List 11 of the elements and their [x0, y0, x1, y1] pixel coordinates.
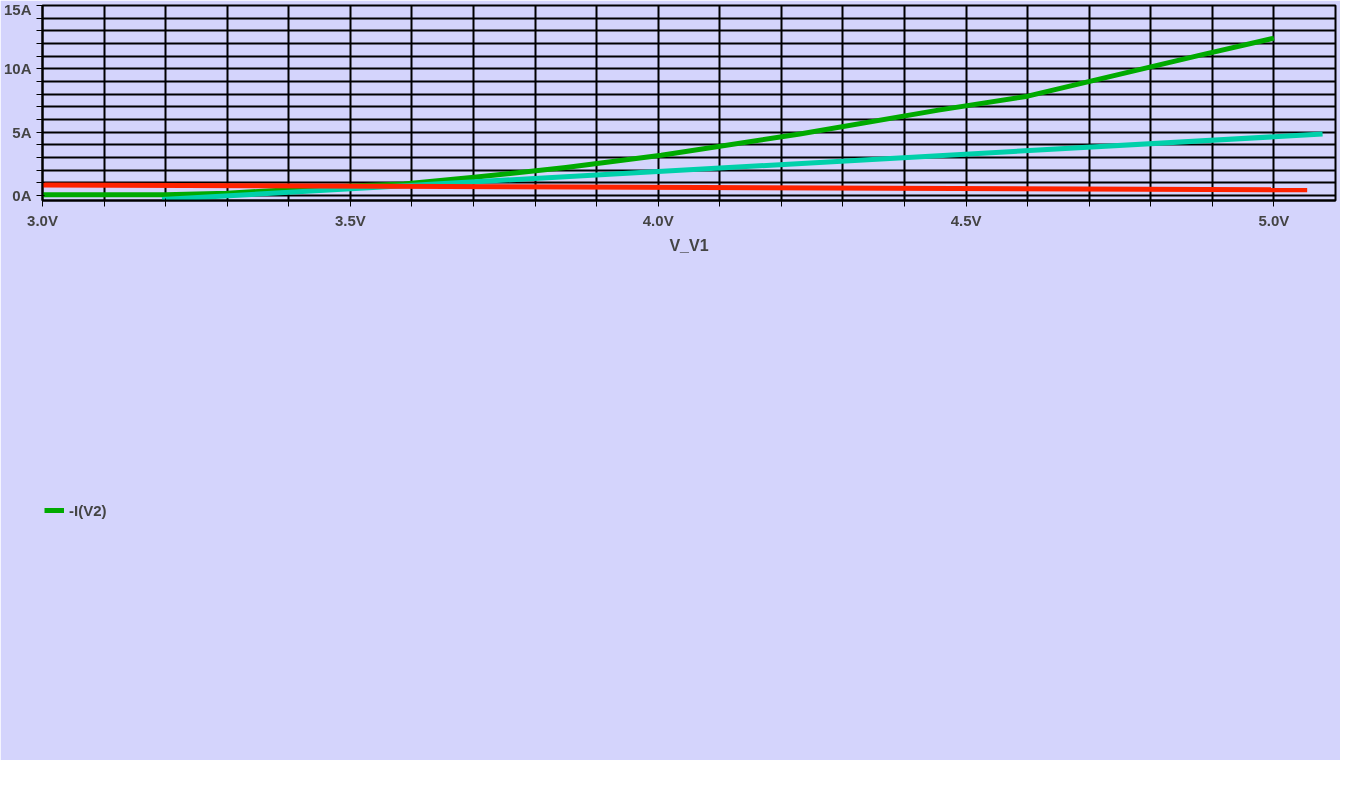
x-tick-label: 3.0V [27, 211, 58, 229]
legend-label: -I(V2) [69, 501, 107, 519]
x-axis-title: V_V1 [669, 236, 709, 254]
y-tick-label: 5A [12, 123, 32, 141]
y-tick-label: 10A [3, 60, 32, 78]
x-tick-label: 5.0V [1258, 211, 1290, 229]
x-tick-label: 4.5V [950, 211, 982, 229]
x-tick-label: 3.5V [334, 211, 366, 229]
y-tick-label: 15A [3, 0, 32, 18]
x-tick-label: 4.0V [642, 211, 674, 229]
y-tick-label: 0A [12, 186, 32, 204]
